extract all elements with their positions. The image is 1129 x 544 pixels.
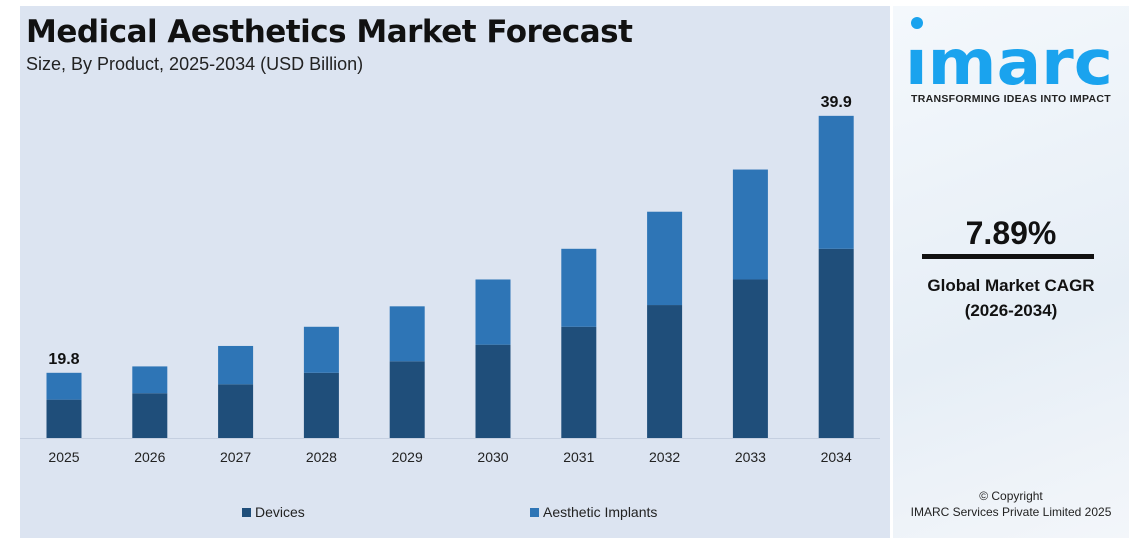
x-tick-label: 2030: [477, 449, 508, 465]
legend-aesthetic-implants: Aesthetic Implants: [530, 504, 657, 520]
bar-aesthetic-implants-2033: [732, 169, 768, 280]
bar-aesthetic-implants-2026: [132, 366, 168, 394]
bar-aesthetic-implants-2030: [475, 279, 511, 345]
cagr-value: 7.89%: [965, 215, 1057, 251]
cagr-label: Global Market CAGR (2026-2034): [893, 273, 1129, 323]
imarc-logo: ımarc: [905, 17, 1113, 90]
svg-text:ımarc: ımarc: [905, 26, 1113, 90]
bar-aesthetic-implants-2031: [561, 248, 597, 327]
bar-devices-2027: [218, 384, 254, 438]
cagr-period: (2026-2034): [964, 301, 1058, 320]
bar-aesthetic-implants-2029: [389, 306, 425, 362]
bar-aesthetic-implants-2034: [818, 115, 854, 249]
legend-label: Aesthetic Implants: [543, 504, 658, 520]
x-tick-label: 2031: [563, 449, 594, 465]
bar-aesthetic-implants-2027: [218, 345, 254, 385]
bar-devices-2029: [389, 361, 425, 438]
chart-subtitle: Size, By Product, 2025-2034 (USD Billion…: [26, 54, 364, 74]
cagr-label-text: Global Market CAGR: [927, 276, 1095, 295]
bar-devices-2031: [561, 326, 597, 438]
divider: [922, 254, 1094, 259]
bar-devices-2030: [475, 344, 511, 438]
bar-aesthetic-implants-2025: [46, 372, 82, 400]
data-label: 39.9: [821, 94, 852, 111]
bar-devices-2032: [647, 305, 683, 438]
legend-swatch-devices: [242, 507, 251, 517]
legend-label: Devices: [255, 504, 305, 520]
bar-aesthetic-implants-2032: [647, 211, 683, 306]
x-tick-label: 2034: [821, 449, 852, 465]
x-tick-label: 2027: [220, 449, 251, 465]
legend-devices: Devices: [242, 504, 305, 520]
x-tick-label: 2033: [735, 449, 766, 465]
data-label: 19.8: [48, 351, 79, 368]
bar-aesthetic-implants-2028: [303, 326, 339, 373]
x-tick-label: 2026: [134, 449, 165, 465]
bar-devices-2025: [46, 399, 82, 438]
bar-devices-2033: [732, 279, 768, 438]
legend-swatch-implants: [530, 507, 539, 517]
bar-devices-2034: [818, 248, 854, 438]
brand-tagline: TRANSFORMING IDEAS INTO IMPACT: [911, 93, 1111, 105]
x-tick-label: 2025: [48, 449, 79, 465]
x-tick-label: 2032: [649, 449, 680, 465]
bar-devices-2026: [132, 393, 168, 438]
copyright-line1: © Copyright: [979, 489, 1043, 503]
copyright: © Copyright IMARC Services Private Limite…: [893, 488, 1129, 520]
copyright-line2: IMARC Services Private Limited 2025: [910, 505, 1112, 519]
bar-chart: 2025 19.8 2026 2027 2028 2029 2030 2031 2032 2033…: [20, 94, 880, 465]
chart-title: Medical Aesthetics Market Forecast: [26, 14, 633, 50]
side-panel: [893, 6, 1129, 538]
bar-devices-2028: [303, 372, 339, 438]
x-tick-label: 2028: [306, 449, 337, 465]
x-tick-label: 2029: [392, 449, 423, 465]
